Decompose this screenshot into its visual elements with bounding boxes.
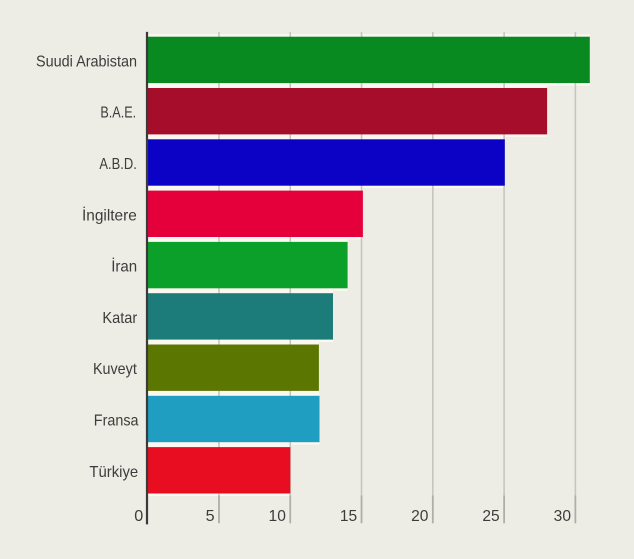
svg-text:25: 25: [482, 508, 499, 525]
svg-text:5: 5: [206, 508, 215, 525]
svg-text:10: 10: [269, 508, 286, 525]
svg-text:A.B.D.: A.B.D.: [99, 156, 136, 173]
svg-text:15: 15: [340, 508, 357, 525]
svg-text:Katar: Katar: [102, 310, 137, 327]
svg-text:30: 30: [554, 508, 571, 525]
svg-text:İngiltere: İngiltere: [82, 205, 137, 224]
svg-text:B.A.E.: B.A.E.: [100, 105, 136, 122]
svg-text:Kuveyt: Kuveyt: [93, 361, 137, 378]
svg-text:Suudi Arabistan: Suudi Arabistan: [36, 53, 137, 70]
svg-text:0: 0: [134, 508, 143, 525]
svg-text:Türkiye: Türkiye: [89, 464, 138, 481]
svg-text:İran: İran: [111, 257, 137, 276]
svg-text:Fransa: Fransa: [94, 413, 139, 430]
svg-text:20: 20: [411, 508, 428, 525]
